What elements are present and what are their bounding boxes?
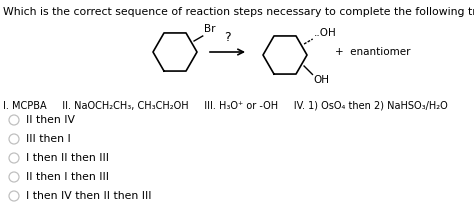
Text: II then IV: II then IV — [26, 115, 75, 125]
Text: I then IV then II then III: I then IV then II then III — [26, 191, 152, 201]
Text: ?: ? — [224, 31, 231, 44]
Text: III then I: III then I — [26, 134, 71, 144]
Text: Which is the correct sequence of reaction steps necessary to complete the follow: Which is the correct sequence of reactio… — [3, 7, 474, 17]
Text: II then I then III: II then I then III — [26, 172, 109, 182]
Text: OH: OH — [313, 75, 329, 85]
Text: ..OH: ..OH — [314, 28, 337, 38]
Text: Br: Br — [204, 24, 215, 34]
Text: I then II then III: I then II then III — [26, 153, 109, 163]
Text: I. MCPBA     II. NaOCH₂CH₃, CH₃CH₂OH     III. H₃O⁺ or -OH     IV. 1) OsO₄ then 2: I. MCPBA II. NaOCH₂CH₃, CH₃CH₂OH III. H₃… — [3, 100, 448, 110]
Text: +  enantiomer: + enantiomer — [335, 47, 410, 57]
